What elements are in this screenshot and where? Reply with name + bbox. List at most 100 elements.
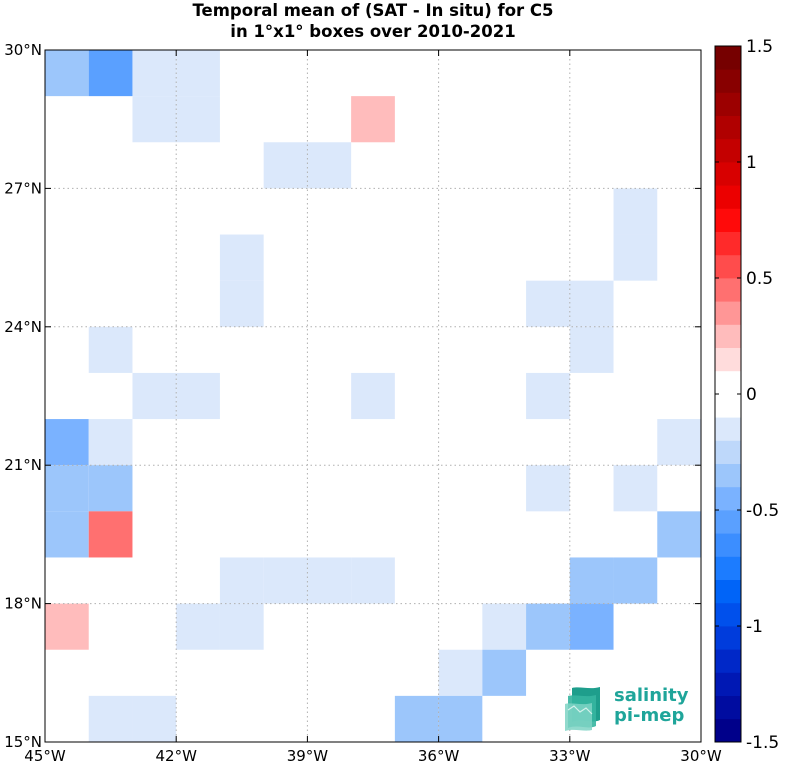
heatmap-cell [394,695,439,742]
colorbar-segment [715,324,741,348]
colorbar-segment [715,486,741,511]
heatmap-cell [569,557,614,604]
colorbar-segment [715,440,741,464]
colorbar-segment [715,208,741,232]
colorbar-segment [715,370,741,395]
heatmap-cell [219,557,264,604]
y-tick-label: 18°N [4,595,42,613]
heatmap-cell [482,649,527,696]
colorbar-segment [715,417,741,441]
heatmap-cell [351,557,395,604]
heatmap-cell [613,234,658,281]
heatmap-cell [88,695,133,742]
y-tick-label: 21°N [4,456,42,474]
heatmap-cell [263,557,308,604]
heatmap-cell [176,603,220,650]
y-tick-label: 24°N [4,318,42,336]
colorbar-segment [715,115,741,140]
colorbar-tick-label: 0 [746,385,757,405]
x-tick-label: 36°W [418,747,460,763]
heatmap-cell [219,234,264,281]
heatmap-cell [526,372,570,420]
colorbar-segment [715,649,741,673]
heatmap-cell [482,603,527,650]
colorbar-segment [715,695,741,720]
heatmap-cell [263,142,308,189]
heatmap-cell [176,96,220,143]
salinity-pimep-logo: salinity pi-mep [564,684,694,732]
heatmap-cell [526,465,570,512]
heatmap-cell [657,511,701,558]
heatmap-cell [176,50,220,97]
logo-text-salinity: salinity [614,685,689,706]
heatmap-cell [351,372,395,420]
x-tick-label: 42°W [155,747,197,763]
logo-text-pimep: pi-mep [614,705,685,726]
heatmap-cell [132,96,177,143]
heatmap-cell [88,419,133,466]
heatmap-cell [45,50,89,97]
x-tick-label: 30°W [680,747,722,763]
colorbar-segment [715,394,741,418]
heatmap-cell [569,326,614,373]
colorbar-segment [715,602,741,627]
heatmap-cell [45,465,89,512]
colorbar-tick-label: 1 [746,153,757,173]
heatmap-cell [657,419,701,466]
colorbar-segment [715,626,741,650]
x-tick-label: 33°W [549,747,591,763]
chart-title: Temporal mean of (SAT - In situ) for C5 [192,1,554,20]
heatmap-cell [438,695,483,742]
plot-frame [44,49,702,743]
heatmap-cell [88,465,133,512]
colorbar-segment [715,46,741,70]
heatmap-cell [307,557,352,604]
colorbar-segment [715,92,741,116]
heatmap-cell [613,465,658,512]
heatmap-cell [45,511,89,558]
colorbar-tick-label: -0.5 [746,501,779,521]
x-tick-label: 45°W [24,747,66,763]
chart-subtitle: in 1°x1° boxes over 2010-2021 [230,22,516,41]
heatmap-cell [438,649,483,696]
colorbar-segment [715,138,741,163]
heatmap-cell [132,695,177,742]
heatmap-cell [569,603,614,650]
colorbar-segment [715,347,741,372]
heatmap-cell [88,511,133,558]
heatmap-cell [219,603,264,650]
heatmap-cell [132,372,177,420]
colorbar-tick-label: -1 [746,617,763,637]
heatmap-cell [613,188,658,235]
colorbar-segment [715,579,741,604]
heatmap-cell [132,50,177,97]
heatmap-cell [176,372,220,420]
heatmap-cell [45,419,89,466]
colorbar-segment [715,463,741,488]
colorbar-tick-label: -1.5 [746,733,779,753]
heatmap-cell [88,326,133,373]
x-tick-label: 39°W [287,747,329,763]
colorbar-segment [715,556,741,580]
colorbar-tick-label: 0.5 [746,269,773,289]
y-tick-label: 30°N [4,41,42,59]
colorbar-segment [715,185,741,209]
colorbar-segment [715,510,741,534]
heatmap-cell [45,603,89,650]
y-tick-label: 15°N [4,733,42,751]
colorbar-segment [715,162,741,186]
heatmap-cell [613,557,658,604]
colorbar-segment [715,69,741,93]
colorbar-segment [715,672,741,696]
colorbar-segment [715,301,741,325]
heatmap-cell [307,142,352,189]
heatmap-cell [88,50,133,97]
colorbar-segment [715,231,741,256]
colorbar-segment [715,533,741,557]
y-tick-label: 27°N [4,179,42,197]
heatmap-cell [351,96,395,143]
colorbar-tick-label: 1.5 [746,37,773,57]
heatmap-cell [219,280,264,327]
colorbar-segment [715,254,741,279]
